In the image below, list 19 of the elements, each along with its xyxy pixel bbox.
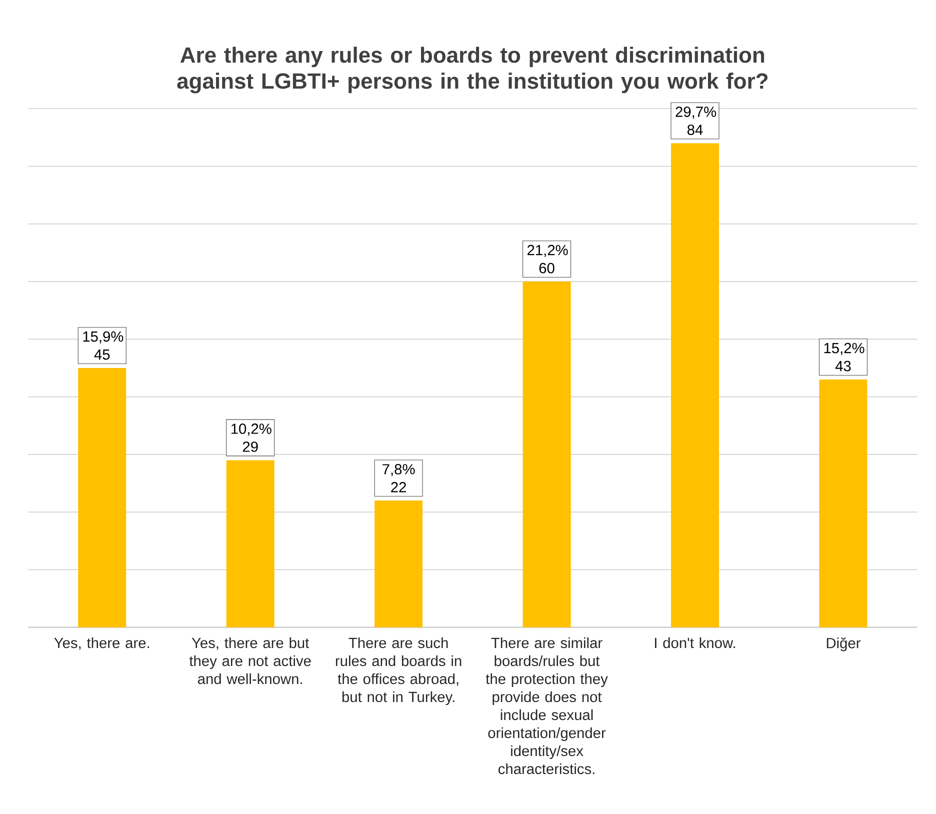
- data-label: 7,8% 22: [382, 464, 415, 492]
- x-tick-label: Diğer: [826, 637, 860, 652]
- bar: [671, 143, 719, 628]
- x-tick-label: There are similar boards/rules but the protection they provide does not include sexual orientation/gender identity/sex characteristics.: [486, 637, 608, 774]
- x-tick-label: Yes, there are but they are not active and well-known.: [189, 637, 311, 684]
- bar: [78, 368, 126, 628]
- data-label: 15,9% 45: [83, 331, 124, 360]
- data-label: 21,2% 60: [528, 244, 568, 274]
- data-label: 15,2% 43: [824, 342, 864, 372]
- data-label: 10,2% 29: [231, 424, 272, 452]
- bar: [374, 500, 423, 628]
- bar: [226, 460, 274, 628]
- bar: [819, 380, 868, 628]
- chart-title: Are there any rules or boards to prevent discrimination against LGBTI+ persons in the institution you work for?: [177, 46, 768, 94]
- x-tick-label: I don't know.: [655, 637, 736, 648]
- x-tick-label: There are such rules and boards in the offices abroad, but not in Turkey.: [336, 637, 462, 706]
- data-label: 29,7% 84: [676, 106, 716, 135]
- bar: [522, 282, 571, 628]
- x-tick-label: Yes, there are.: [54, 637, 149, 650]
